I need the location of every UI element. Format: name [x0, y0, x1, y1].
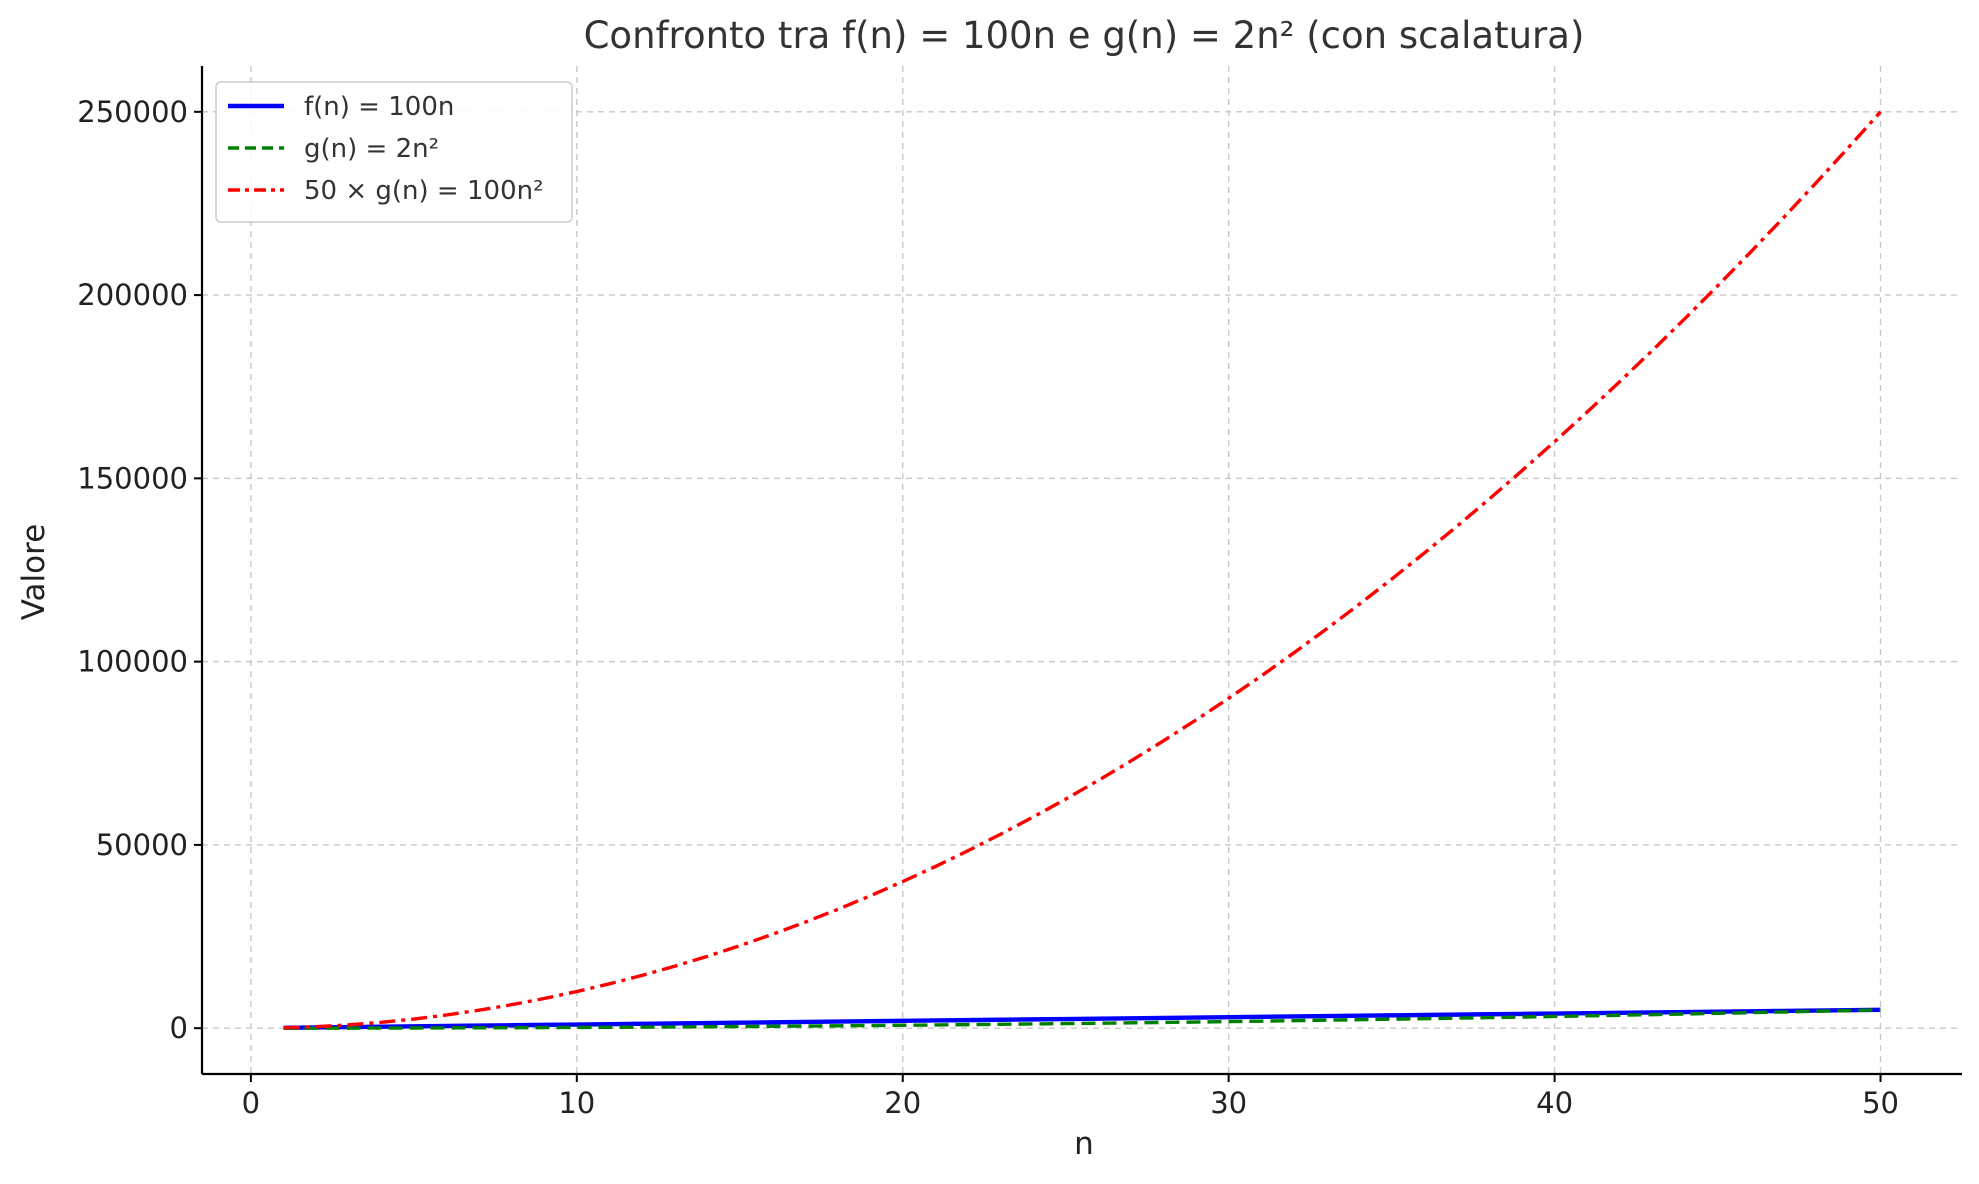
series-line-1	[283, 1007, 1881, 1031]
series-line-3	[283, 110, 1882, 1030]
legend-label-2: g(n) = 2n²	[304, 134, 439, 164]
chart-title: Confronto tra f(n) = 100n e g(n) = 2n² (…	[584, 14, 1585, 57]
x-tick-label: 30	[1210, 1086, 1247, 1120]
y-tick-label: 50000	[96, 828, 188, 862]
legend: f(n) = 100n g(n) = 2n² 50 × g(n) = 100n²	[215, 81, 573, 223]
series-lines	[283, 110, 1882, 1031]
x-tick-label: 20	[884, 1086, 921, 1120]
x-tick-label: 40	[1536, 1086, 1573, 1120]
x-axis-label: n	[1074, 1126, 1094, 1162]
y-tick-label: 250000	[77, 95, 188, 129]
legend-box	[215, 81, 573, 223]
series-line-2	[283, 1008, 1881, 1030]
x-tick-label: 0	[242, 1086, 260, 1120]
y-axis-label: Valore	[16, 524, 52, 621]
x-tick-label: 50	[1862, 1086, 1899, 1120]
x-tick-label: 10	[558, 1086, 595, 1120]
y-tick-label: 100000	[77, 645, 188, 679]
y-tick-label: 200000	[77, 278, 188, 312]
axes: 0 10 20 30 40 50 0 50000 100000 150000 200000 25000…	[77, 66, 1962, 1120]
grid	[202, 66, 1962, 1074]
y-tick-label: 150000	[77, 461, 188, 495]
legend-label-3: 50 × g(n) = 100n²	[304, 176, 544, 206]
y-tick-label: 0	[170, 1011, 188, 1045]
legend-label-1: f(n) = 100n	[304, 92, 454, 122]
